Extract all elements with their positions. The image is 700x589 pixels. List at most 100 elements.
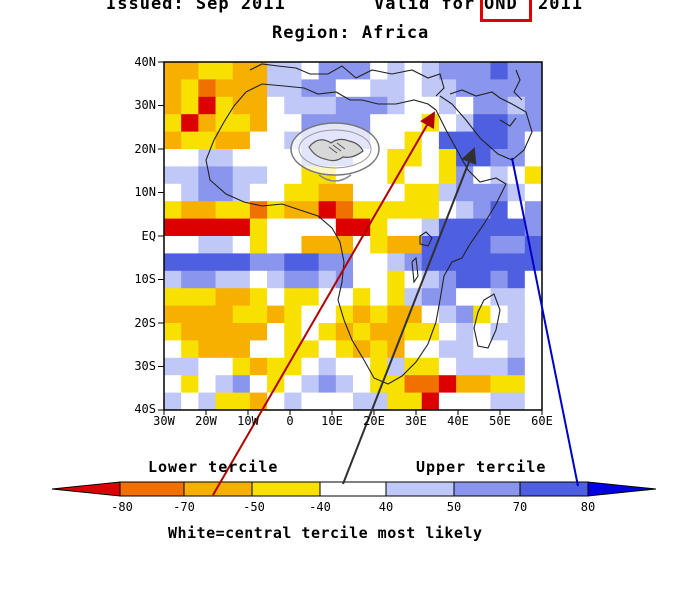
grid-cell — [490, 340, 509, 359]
grid-cell — [490, 166, 509, 185]
grid-cell — [387, 270, 406, 289]
grid-cell — [164, 96, 182, 115]
grid-cell — [232, 340, 251, 359]
grid-cell — [267, 357, 285, 376]
grid-cell — [353, 79, 371, 98]
grid-cell — [198, 236, 217, 254]
grid-cell — [164, 79, 182, 98]
grid-cell — [181, 305, 199, 324]
valid-year: 2011 — [538, 0, 583, 14]
grid-cell — [267, 201, 285, 220]
grid-cell — [438, 305, 457, 324]
grid-cell — [267, 392, 285, 411]
handshake-icon — [290, 122, 380, 182]
grid-cell — [318, 340, 337, 359]
grid-cell — [335, 183, 354, 202]
grid-cell — [267, 270, 285, 289]
annotation-arrow-red — [212, 111, 436, 496]
grid-cell — [524, 218, 543, 237]
grid-cell — [164, 270, 182, 289]
grid-cell — [490, 131, 509, 150]
grid-cell — [284, 166, 302, 185]
grid-cell — [267, 183, 285, 202]
grid-cell — [387, 305, 406, 324]
grid-cell — [232, 183, 251, 202]
grid-cell — [438, 253, 457, 272]
grid-cell — [249, 96, 268, 115]
grid-cell — [232, 79, 251, 98]
grid-cell — [507, 270, 526, 289]
grid-cell — [335, 62, 354, 80]
grid-cell — [353, 270, 371, 289]
grid-cell — [370, 357, 388, 376]
grid-cell — [284, 62, 302, 80]
probability-grid — [164, 62, 543, 411]
grid-cell — [524, 114, 543, 133]
lat-label: 20N — [134, 142, 156, 156]
grid-cell — [198, 270, 217, 289]
grid-cell — [353, 305, 371, 324]
grid-cell — [387, 288, 406, 307]
region-label: Region: Africa — [272, 23, 430, 43]
grid-cell — [335, 79, 354, 98]
grid-cell — [301, 201, 320, 220]
grid-cell — [215, 79, 234, 98]
grid-cell — [524, 149, 543, 167]
grid-cell — [267, 149, 285, 167]
grid-cell — [267, 236, 285, 254]
grid-cell — [456, 62, 474, 80]
grid-cell — [404, 357, 423, 376]
grid-cell — [249, 288, 268, 307]
grid-cell — [164, 392, 182, 411]
grid-cell — [507, 253, 526, 272]
grid-cell — [456, 375, 474, 394]
grid-cell — [181, 149, 199, 167]
grid-cell — [301, 236, 320, 254]
grid-cell — [490, 149, 509, 167]
grid-cell — [404, 96, 423, 115]
grid-cell — [164, 323, 182, 341]
grid-cell — [490, 253, 509, 272]
grid-cell — [301, 62, 320, 80]
grid-cell — [421, 201, 440, 220]
grid-cell — [524, 96, 543, 115]
grid-cell — [404, 340, 423, 359]
grid-cell — [318, 236, 337, 254]
grid-cell — [438, 323, 457, 341]
grid-cell — [232, 253, 251, 272]
grid-cell — [524, 340, 543, 359]
grid-cell — [284, 114, 302, 133]
grid-cell — [438, 149, 457, 167]
grid-cell — [456, 114, 474, 133]
grid-cell — [164, 340, 182, 359]
grid-cell — [232, 288, 251, 307]
grid-cell — [318, 218, 337, 237]
grid-cell — [524, 270, 543, 289]
grid-cell — [404, 236, 423, 254]
grid-cell — [267, 323, 285, 341]
lat-label: 30S — [134, 359, 156, 373]
grid-cell — [524, 166, 543, 185]
grid-cell — [284, 323, 302, 341]
grid-cell — [490, 114, 509, 133]
lon-label: 60E — [531, 414, 553, 428]
grid-cell — [301, 183, 320, 202]
grid-cell — [198, 79, 217, 98]
grid-cell — [524, 323, 543, 341]
grid-cell — [335, 96, 354, 115]
grid-cell — [215, 236, 234, 254]
grid-cell — [473, 392, 491, 411]
grid-cell — [335, 323, 354, 341]
lat-label: 40S — [134, 402, 156, 416]
legend-swatch — [587, 481, 657, 497]
grid-cell — [404, 323, 423, 341]
grid-cell — [198, 253, 217, 272]
grid-cell — [301, 218, 320, 237]
grid-cell — [335, 375, 354, 394]
grid-cell — [284, 288, 302, 307]
grid-cell — [284, 375, 302, 394]
grid-cell — [404, 253, 423, 272]
grid-cell — [164, 183, 182, 202]
grid-cell — [387, 236, 406, 254]
grid-cell — [524, 79, 543, 98]
